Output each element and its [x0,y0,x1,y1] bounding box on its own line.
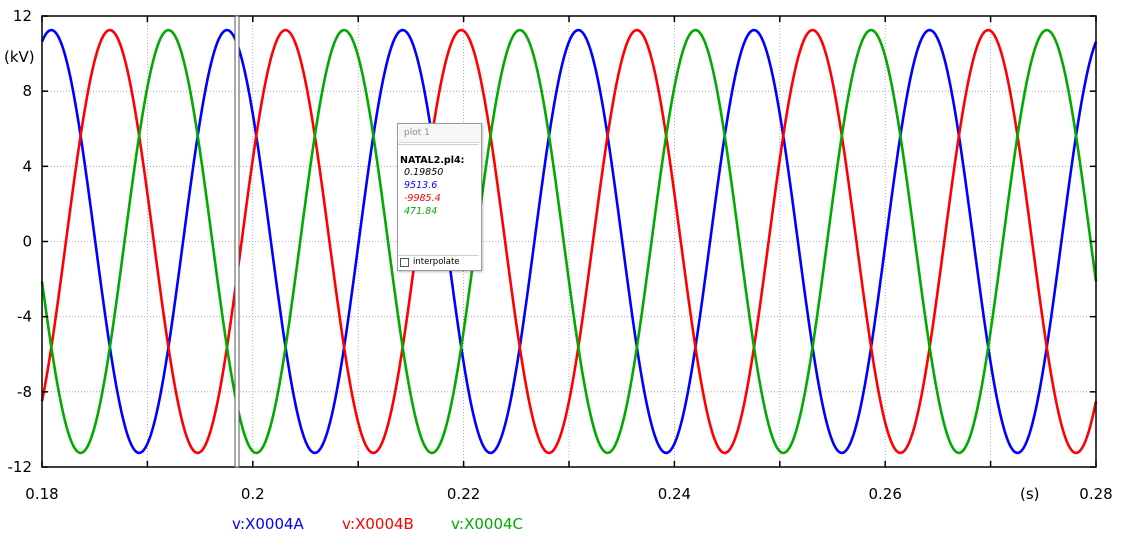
y-tick-label: -12 [8,458,33,476]
y-tick-label: -4 [17,308,32,326]
x-tick-label: 0.22 [447,485,480,503]
series-line-b [40,28,1098,455]
cursor-readout-popup[interactable]: plot 1 NATAL2.pl4: 0.19850 9513.6 -9985.… [397,123,482,271]
x-tick-label: 0.18 [25,485,58,503]
y-tick-label: 8 [22,82,32,100]
x-tick-label: 0.24 [658,485,691,503]
legend-item-a: v:X0004A [232,515,304,533]
popup-body: NATAL2.pl4: 0.19850 9513.6 -9985.4 471.8… [398,144,479,258]
interpolate-checkbox[interactable] [400,258,409,267]
popup-footer: interpolate [398,255,479,270]
y-tick-label: -8 [17,383,32,401]
series-line-a [40,28,1098,455]
x-tick-label: 0.28 [1079,485,1112,503]
legend-item-b: v:X0004B [342,515,414,533]
y-axis-unit-label: (kV) [4,48,35,66]
series-line-c [40,28,1098,455]
x-axis-unit-label: (s) [1020,485,1040,503]
legend: v:X0004A v:X0004B v:X0004C [0,515,1122,539]
x-tick-labels: 0.18 0.2 0.22 0.24 0.26 0.28 [25,485,1112,503]
cursor-line[interactable] [234,15,240,468]
y-tick-label: 0 [22,233,32,251]
popup-value-c: 471.84 [404,206,438,217]
legend-item-c: v:X0004C [451,515,524,533]
y-tick-label: 4 [22,157,32,175]
cursor-marker [234,15,240,468]
y-tick-label: 12 [13,7,32,25]
x-tick-label: 0.2 [241,485,265,503]
popup-value-time: 0.19850 [404,167,444,178]
popup-value-b: -9985.4 [404,193,441,204]
tick-marks [41,15,1097,468]
popup-title[interactable]: plot 1 [398,124,481,143]
popup-file-name: NATAL2.pl4: [400,155,465,166]
interpolate-label: interpolate [413,257,460,267]
popup-value-a: 9513.6 [404,180,438,191]
series-layer [40,28,1098,455]
y-tick-labels: 12 8 4 0 -4 -8 -12 [8,7,33,476]
x-tick-label: 0.26 [868,485,901,503]
